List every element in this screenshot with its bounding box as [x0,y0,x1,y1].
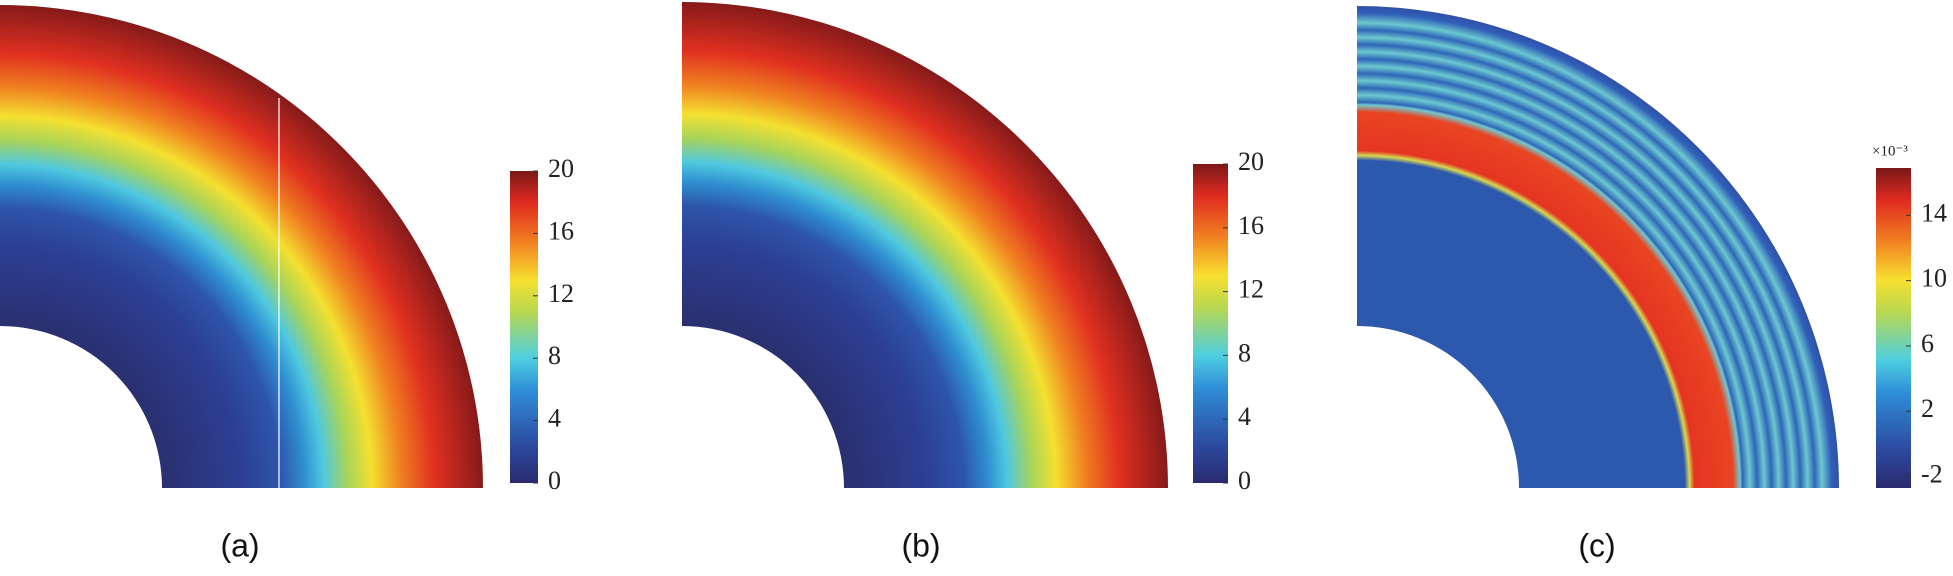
colorbar-tick-label: 14 [1921,198,1947,227]
colorbar-tick-label: 20 [1238,147,1264,176]
colorbar-tick-label: 12 [1238,275,1264,304]
colorbar-tick-label: 8 [1238,338,1251,367]
field-plot [682,2,1168,488]
colorbar-multiplier: ×10⁻³ [1872,143,1908,159]
field-plot [0,5,483,488]
panel-label: (c) [1578,527,1615,563]
colorbar-tick-label: 0 [548,466,561,495]
colorbar [1193,164,1228,483]
colorbar-tick-label: 6 [1921,329,1934,358]
colorbar-tick-label: 20 [548,154,574,183]
colorbar [1876,168,1911,488]
colorbar-tick-label: 2 [1921,394,1934,423]
colorbar-tick-label: 4 [1238,402,1251,431]
colorbar-tick-label: 4 [548,404,561,433]
panel-label: (b) [901,527,940,563]
colorbar-tick-label: -2 [1921,460,1943,489]
colorbar-tick-label: 12 [548,279,574,308]
colorbar-tick-label: 16 [548,216,574,245]
colorbar-tick-label: 8 [548,341,561,370]
field-plot [1357,6,1839,488]
colorbar-tick-label: 10 [1921,264,1947,293]
colorbar-tick-label: 0 [1238,466,1251,495]
colorbar [510,171,538,483]
panel-label: (a) [220,527,259,563]
colorbar-tick-label: 16 [1238,211,1264,240]
